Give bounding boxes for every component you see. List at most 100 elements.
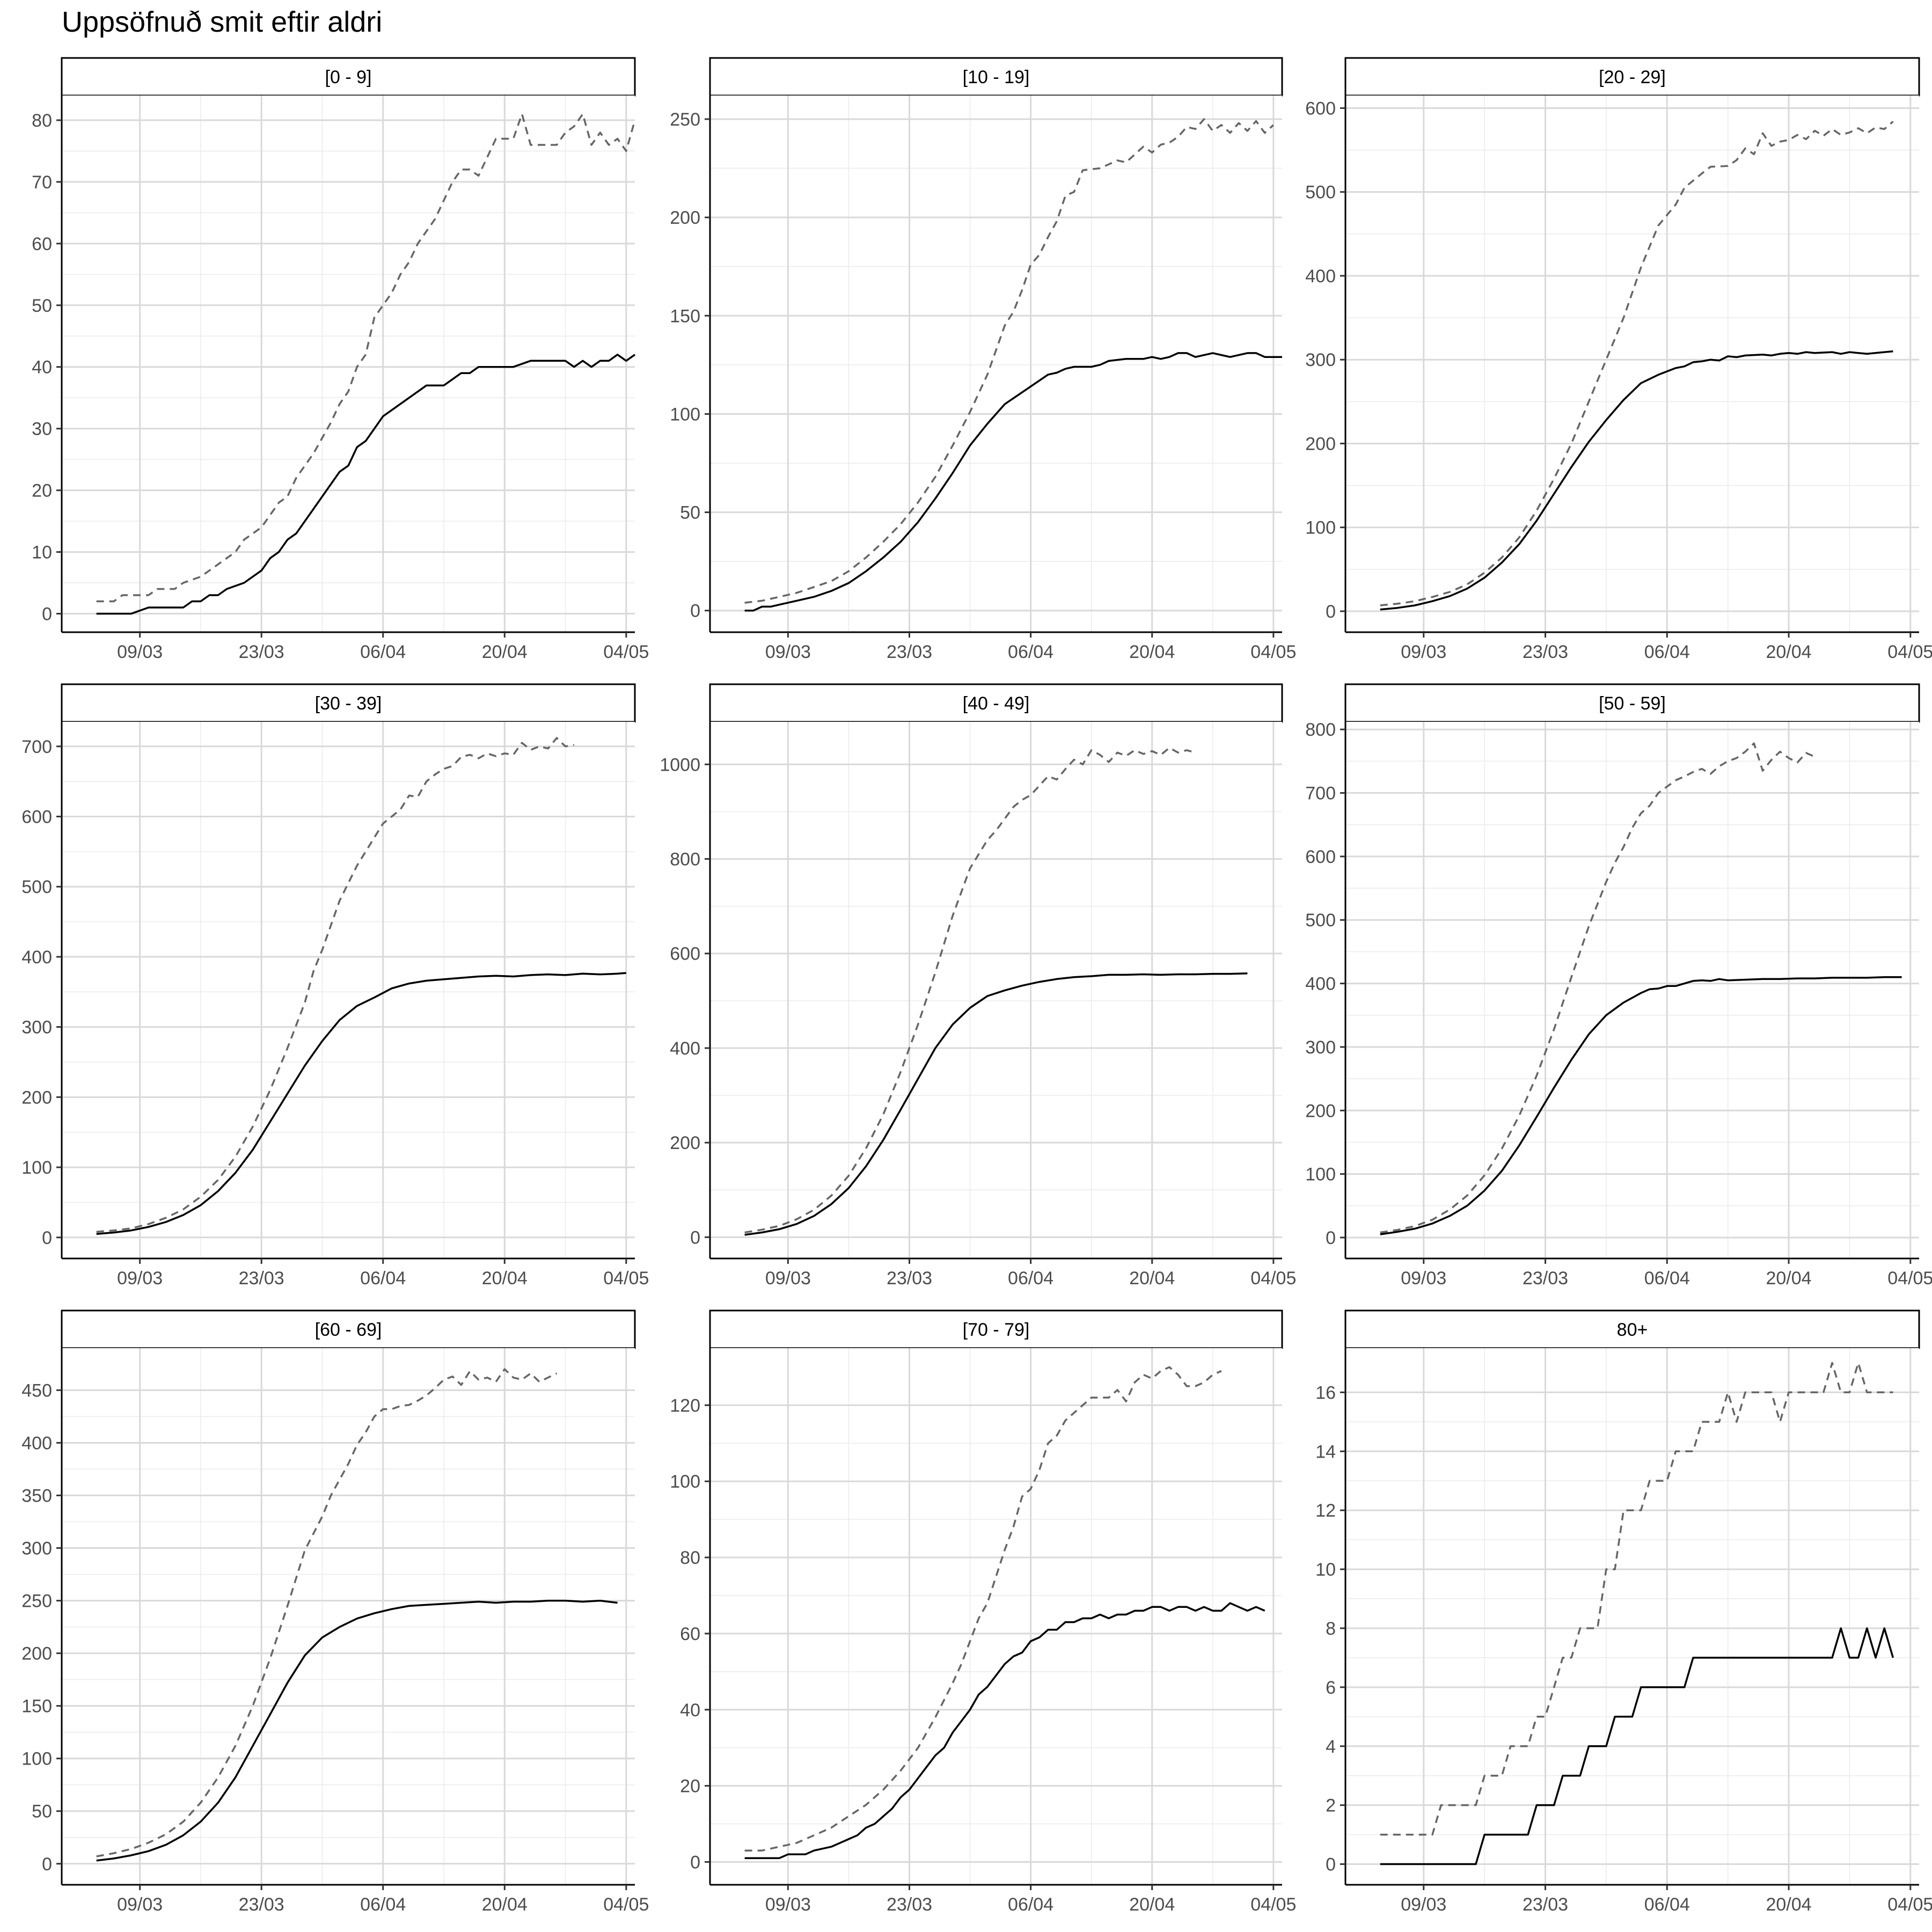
- x-tick-label: 06/04: [360, 1268, 406, 1289]
- gridlines: [62, 1348, 635, 1885]
- y-tick-label: 80: [32, 111, 52, 131]
- facet-panel: [30 - 39] 0 100 200 300 400 500 600 700 09/03 23/0…: [21, 683, 649, 1289]
- panel-background: [710, 1348, 1282, 1885]
- y-tick-label: 100: [670, 404, 700, 425]
- facet-strip: [61, 1309, 636, 1349]
- facet-strip: [1344, 57, 1920, 97]
- x-tick-label: 04/05: [1887, 1894, 1932, 1915]
- series-line-solid: [96, 354, 636, 615]
- y-tick-label: 200: [21, 1644, 52, 1664]
- x-tick-label: 06/04: [1644, 642, 1690, 662]
- facet-label: [0 - 9]: [325, 67, 372, 87]
- panel-background: [62, 722, 635, 1258]
- y-tick-label: 800: [670, 850, 700, 870]
- x-tick-label: 20/04: [1129, 642, 1175, 662]
- series-line-dashed: [744, 1366, 1222, 1851]
- y-tick-label: 0: [1326, 1855, 1336, 1875]
- x-tick-label: 23/03: [239, 1894, 284, 1915]
- y-tick-label: 0: [42, 1854, 52, 1875]
- gridlines: [1345, 96, 1919, 632]
- y-tick-label: 350: [21, 1486, 52, 1506]
- gridlines: [710, 96, 1282, 632]
- x-tick-label: 09/03: [765, 1894, 811, 1915]
- y-tick-label: 400: [21, 1433, 52, 1453]
- y-tick-label: 0: [690, 601, 700, 621]
- series-line-dashed: [96, 737, 574, 1233]
- series-line-dashed: [744, 747, 1196, 1234]
- x-tick-label: 23/03: [1523, 1894, 1568, 1915]
- y-tick-label: 40: [32, 357, 52, 378]
- y-tick-label: 60: [680, 1624, 700, 1644]
- y-tick-label: 50: [32, 296, 52, 316]
- y-tick-label: 600: [670, 944, 700, 964]
- series-line-dashed: [744, 118, 1274, 604]
- x-tick-label: 06/04: [1644, 1894, 1690, 1915]
- x-tick-label: 20/04: [1766, 1894, 1811, 1915]
- x-tick-label: 04/05: [1250, 642, 1296, 662]
- facet-strip: [709, 57, 1283, 97]
- facet-label: [60 - 69]: [315, 1320, 382, 1340]
- y-tick-label: 6: [1326, 1678, 1336, 1698]
- gridlines: [710, 1348, 1282, 1885]
- series-line-solid: [1380, 1627, 1894, 1865]
- x-tick-label: 04/05: [603, 1894, 649, 1915]
- x-tick-label: 06/04: [1008, 642, 1053, 662]
- series-line-solid: [744, 1602, 1265, 1860]
- facet-label: [30 - 39]: [315, 693, 382, 714]
- facet-label: [10 - 19]: [963, 67, 1030, 87]
- facet-label: 80+: [1617, 1320, 1648, 1340]
- series-line-solid: [96, 1599, 618, 1862]
- series-line-solid: [1380, 976, 1902, 1235]
- y-tick-label: 450: [21, 1380, 52, 1401]
- gridlines: [1345, 722, 1919, 1258]
- facet-label: [40 - 49]: [963, 693, 1030, 714]
- x-tick-label: 09/03: [1401, 642, 1446, 662]
- facet-panel: [40 - 49] 0 200 400 600 800 1000 09/03 23/03 06/0…: [660, 683, 1296, 1289]
- x-tick-label: 09/03: [765, 1268, 811, 1289]
- y-tick-label: 50: [680, 503, 700, 523]
- y-tick-label: 14: [1315, 1441, 1336, 1462]
- y-tick-label: 400: [670, 1038, 700, 1059]
- x-tick-label: 20/04: [1129, 1268, 1175, 1289]
- y-tick-label: 70: [32, 172, 52, 193]
- x-tick-label: 20/04: [482, 1894, 528, 1915]
- y-tick-label: 100: [1305, 1165, 1336, 1185]
- gridlines: [710, 722, 1282, 1258]
- y-tick-label: 600: [1305, 847, 1336, 867]
- y-tick-label: 200: [1305, 1101, 1336, 1121]
- y-tick-label: 250: [21, 1591, 52, 1612]
- x-tick-label: 06/04: [1008, 1894, 1053, 1915]
- y-tick-label: 20: [32, 481, 52, 501]
- x-tick-label: 20/04: [482, 1268, 528, 1289]
- y-tick-label: 100: [21, 1158, 52, 1178]
- facet-panel: [20 - 29] 0 100 200 300 400 500 600 09/03 23/03 06…: [1305, 57, 1932, 662]
- y-tick-label: 0: [42, 604, 52, 625]
- x-tick-label: 06/04: [360, 642, 406, 662]
- y-tick-label: 600: [1305, 98, 1336, 119]
- y-tick-label: 700: [1305, 784, 1336, 804]
- series-line-dashed: [96, 1368, 558, 1857]
- x-tick-label: 04/05: [603, 642, 649, 662]
- facet-strip: [61, 683, 636, 723]
- x-tick-label: 23/03: [239, 1268, 284, 1289]
- y-tick-label: 2: [1326, 1796, 1336, 1816]
- facet-label: [20 - 29]: [1599, 67, 1666, 87]
- y-tick-label: 100: [21, 1749, 52, 1769]
- y-tick-label: 100: [1305, 518, 1336, 538]
- y-tick-label: 200: [670, 208, 700, 228]
- panel-background: [1345, 1348, 1919, 1885]
- y-tick-label: 60: [32, 234, 52, 254]
- y-tick-label: 0: [1326, 1228, 1336, 1248]
- y-tick-label: 4: [1326, 1737, 1336, 1757]
- y-tick-label: 500: [1305, 910, 1336, 931]
- x-tick-label: 09/03: [765, 642, 811, 662]
- panel-background: [710, 722, 1282, 1258]
- y-tick-label: 200: [670, 1133, 700, 1153]
- x-tick-label: 23/03: [887, 1894, 932, 1915]
- x-tick-label: 04/05: [1887, 1268, 1932, 1289]
- gridlines: [62, 722, 635, 1258]
- y-tick-label: 400: [21, 947, 52, 968]
- facet-panel: [60 - 69] 0 50 100 150 200 250 300 350 400 450 09/0…: [21, 1309, 649, 1915]
- x-tick-label: 23/03: [1523, 642, 1568, 662]
- series-line-dashed: [1380, 121, 1894, 606]
